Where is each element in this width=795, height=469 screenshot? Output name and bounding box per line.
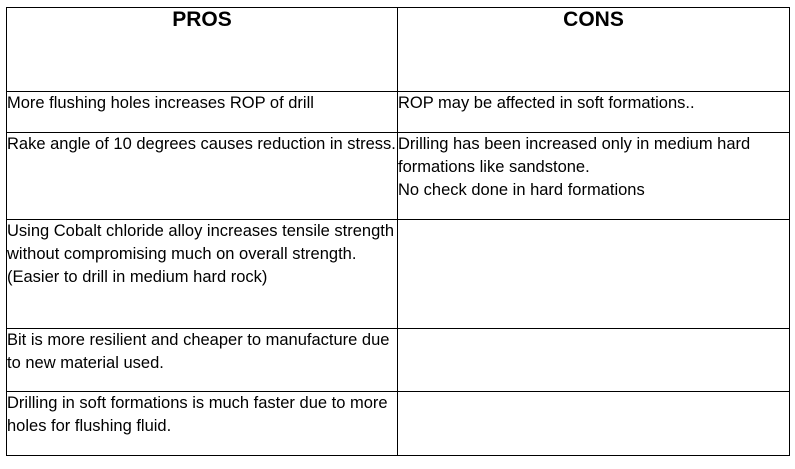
pro-cell: Drilling in soft formations is much fast… bbox=[6, 391, 398, 456]
table-row: More flushing holes increases ROP of dri… bbox=[6, 91, 790, 133]
con-cell bbox=[397, 328, 790, 392]
con-cell bbox=[397, 391, 790, 456]
con-cell: ROP may be affected in soft formations.. bbox=[397, 91, 790, 133]
cons-header: CONS bbox=[397, 7, 790, 92]
table-row: Rake angle of 10 degrees causes reductio… bbox=[6, 132, 790, 220]
pro-cell: More flushing holes increases ROP of dri… bbox=[6, 91, 398, 133]
pros-cons-table: PROS CONS More flushing holes increases … bbox=[6, 7, 790, 456]
table-row: Drilling in soft formations is much fast… bbox=[6, 391, 790, 456]
header-row: PROS CONS bbox=[6, 7, 790, 92]
con-cell: Drilling has been increased only in medi… bbox=[397, 132, 790, 220]
con-cell bbox=[397, 219, 790, 329]
pro-cell: Using Cobalt chloride alloy increases te… bbox=[6, 219, 398, 329]
table-row: Bit is more resilient and cheaper to man… bbox=[6, 328, 790, 392]
pros-header: PROS bbox=[6, 7, 398, 92]
table-row: Using Cobalt chloride alloy increases te… bbox=[6, 219, 790, 329]
pro-cell: Bit is more resilient and cheaper to man… bbox=[6, 328, 398, 392]
pro-cell: Rake angle of 10 degrees causes reductio… bbox=[6, 132, 398, 220]
